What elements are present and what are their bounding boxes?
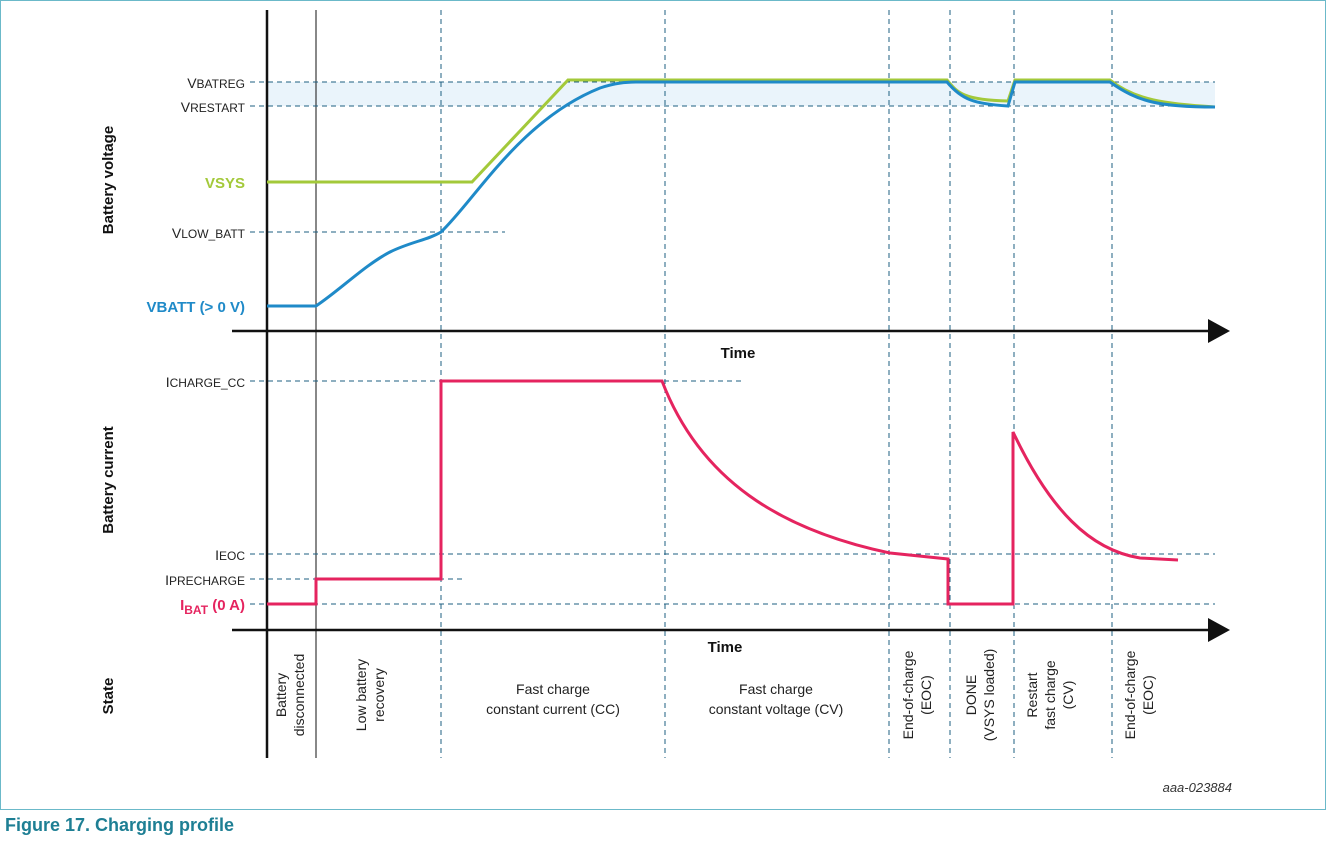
state-battery-disconnected: Battery disconnected — [273, 654, 307, 737]
state-fast-charge-cc: Fast charge constant current (CC) — [486, 681, 620, 717]
state-fast-charge-cv: Fast charge constant voltage (CV) — [709, 681, 844, 717]
voltage-time-arrow — [1208, 319, 1230, 343]
ibat-label: IBAT (0 A) — [180, 597, 245, 617]
battery-voltage-axis-label: Battery voltage — [100, 126, 117, 234]
vlowbatt-label: VLOW_BATT — [172, 225, 246, 241]
state-end-of-charge-1: End-of-charge (EOC) — [900, 650, 934, 739]
state-restart-fast-charge: Restart fast charge (CV) — [1024, 660, 1076, 729]
ieoc-label: IEOC — [215, 547, 245, 563]
level-lines — [250, 81, 1215, 605]
regulation-band — [267, 82, 1215, 106]
vbatreg-label: VBATREG — [187, 75, 245, 91]
state-axis-label: State — [100, 678, 117, 715]
time-label-current: Time — [708, 639, 743, 656]
vsys-label: VSYS — [205, 175, 245, 192]
vbatt-label: VBATT (> 0 V) — [147, 299, 245, 316]
current-curve — [267, 379, 1179, 606]
figure-caption: Figure 17. Charging profile — [5, 815, 235, 835]
figure-frame — [0, 0, 1326, 810]
battery-current-axis-label: Battery current — [100, 426, 117, 534]
time-label-voltage: Time — [721, 345, 756, 362]
phase-boundaries — [440, 10, 1113, 758]
vrestart-label: VRESTART — [181, 99, 246, 115]
iprecharge-label: IPRECHARGE — [165, 572, 245, 588]
state-low-battery-recovery: Low battery recovery — [353, 659, 387, 731]
state-done: DONE (VSYS loaded) — [963, 649, 997, 742]
figure-id: aaa-023884 — [1163, 780, 1232, 795]
vbatt-curve — [267, 80, 1216, 308]
state-end-of-charge-2: End-of-charge (EOC) — [1122, 650, 1156, 739]
icharge-label: ICHARGE_CC — [166, 374, 246, 390]
current-time-arrow — [1208, 618, 1230, 642]
charging-profile-diagram: VBATREG VRESTART VSYS VLOW_BATT VBATT (>… — [100, 10, 1232, 795]
